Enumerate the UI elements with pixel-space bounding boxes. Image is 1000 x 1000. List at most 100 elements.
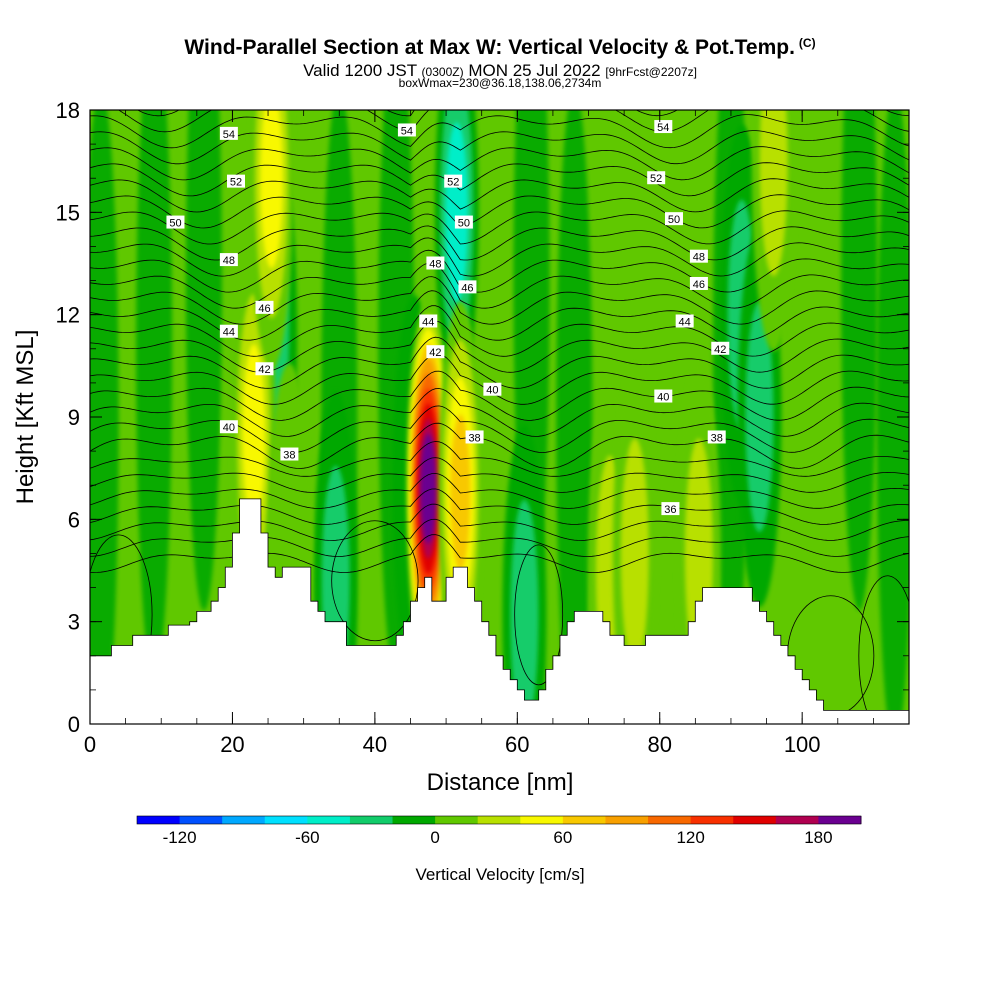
downdraft-cell (510, 499, 539, 724)
isentrope-label: 52 (647, 171, 666, 185)
isentrope-line (90, 388, 909, 437)
colorbar-swatch (392, 816, 436, 824)
terrain-profile (89, 498, 910, 725)
isentrope-label-text: 40 (486, 385, 498, 397)
isentrope-label: 38 (280, 447, 299, 462)
chart-title: Wind-Parallel Section at Max W: Vertical… (0, 36, 1000, 60)
utc-time: (0300Z) (421, 65, 464, 79)
forecast-info: [9hrFcst@2207z] (605, 65, 697, 79)
colorbar-tick-label: 120 (676, 828, 704, 847)
isentrope-label-box (654, 120, 673, 134)
isentrope-line (90, 262, 909, 309)
colorbar-swatch (307, 816, 351, 824)
isentrope-loop (331, 520, 419, 642)
isentrope-line (90, 146, 909, 181)
isentrope-loop (858, 575, 909, 724)
isentrope-label: 54 (654, 120, 673, 134)
isentrope-line (90, 534, 909, 573)
colorbar-tick-label: -60 (295, 828, 320, 847)
velocity-band (185, 110, 222, 611)
isentrope-label-text: 46 (258, 303, 270, 315)
isentrope-label: 50 (454, 215, 473, 230)
isentrope-label: 48 (689, 249, 708, 264)
isentrope-label: 50 (166, 215, 185, 230)
isentrope-label-box (689, 276, 708, 290)
colorbar-swatch (349, 816, 394, 824)
isentrope-label-box (280, 447, 299, 461)
isentrope-label-text: 40 (223, 422, 235, 434)
colorbar-swatch (520, 816, 564, 824)
isentrope-line (90, 210, 909, 245)
isentrope-label: 54 (397, 123, 416, 137)
isentrope-label-box (255, 362, 274, 376)
isentrope-label: 36 (661, 502, 680, 516)
isentrope-label: 46 (255, 300, 274, 315)
isentrope-label: 48 (219, 253, 238, 267)
isentrope-label: 48 (426, 256, 445, 271)
isentrope-line (90, 488, 909, 525)
isentrope-label-text: 48 (223, 255, 235, 267)
copyright-mark: (C) (798, 36, 816, 50)
isentrope-label: 40 (483, 382, 502, 397)
colorbar-swatch (648, 816, 692, 824)
isentrope-label-box (426, 256, 445, 270)
y-tick-label: 9 (68, 405, 80, 430)
y-tick-label: 15 (56, 200, 80, 225)
isentrope-label-box (647, 171, 666, 185)
isentrope-label-box (219, 253, 238, 267)
isentrope-label-text: 52 (230, 177, 242, 189)
y-tick-label: 0 (68, 712, 80, 737)
colorbar-tick-label: 0 (430, 828, 439, 847)
colorbar-swatch (222, 816, 266, 824)
isentrope-line (90, 441, 909, 477)
velocity-band (841, 110, 878, 611)
isentrope-line (90, 518, 909, 557)
updraft-cell (260, 110, 283, 269)
isentrope-labels: 54 54 54 52 52 52 50 50 50 48 48 48 46 46 46 44 44 44 42 42… (166, 120, 730, 516)
colorbar-swatch (562, 816, 606, 824)
y-tick-label: 3 (68, 610, 80, 635)
isentrope-line (90, 178, 909, 213)
x-tick-label: 40 (363, 732, 387, 757)
isentrope-label: 38 (707, 430, 726, 444)
isentrope-label-text: 54 (657, 122, 669, 134)
box-info: boxWmax=230@36.18,138.06,2734m (398, 76, 602, 90)
isentrope-label-text: 50 (458, 218, 470, 230)
colorbar-swatch (690, 816, 734, 824)
isentrope-label-text: 46 (461, 282, 473, 294)
isentrope-label-box (707, 430, 726, 444)
isentrope-line (90, 130, 909, 165)
velocity-field (90, 110, 909, 724)
isentrope-line (90, 422, 909, 469)
isentrope-line (90, 353, 909, 405)
isentrope-label: 46 (689, 276, 708, 291)
isentrope-label: 42 (711, 341, 730, 356)
isentrope-label: 46 (458, 280, 477, 294)
y-tick-label: 6 (68, 507, 80, 532)
isentrope-label-text: 48 (429, 259, 441, 271)
colorbar-swatch (775, 816, 819, 824)
colorbar-swatch (818, 816, 862, 824)
isentrope-label-box (219, 324, 238, 338)
isentrope-line (90, 457, 909, 493)
updraft-cell (242, 344, 266, 525)
terrain (89, 498, 910, 725)
isentrope-label-box (219, 420, 238, 434)
isentrope-label-box (255, 300, 274, 314)
isentrope-label-text: 54 (401, 125, 413, 137)
isentrope-label-box (711, 341, 730, 355)
isentrope-label-box (458, 280, 477, 294)
isentrope-label-box (454, 215, 473, 229)
colorbar-swatch (137, 816, 181, 824)
isentrope-label-text: 42 (714, 344, 726, 356)
colorbar-swatch (733, 816, 777, 824)
x-tick-label: 20 (220, 732, 244, 757)
isentrope-line (90, 305, 909, 357)
chart-title-text: Wind-Parallel Section at Max W: Vertical… (184, 36, 795, 59)
isentrope-label-box (483, 382, 502, 396)
isentrope-label-text: 48 (693, 252, 705, 264)
colorbar-tick-label: -120 (163, 828, 197, 847)
isentrope-loop (514, 544, 564, 686)
